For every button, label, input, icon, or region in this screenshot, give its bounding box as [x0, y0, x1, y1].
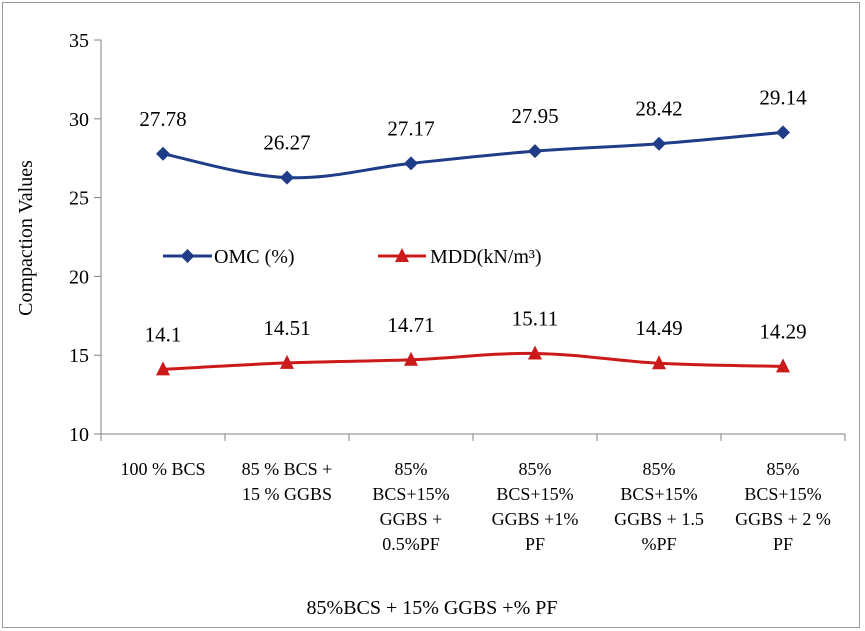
omc-data-point: [280, 170, 294, 185]
mdd-data-label: 14.1: [145, 322, 182, 346]
legend-marker-omc: [180, 249, 195, 263]
x-tick-label: 85% BCS+15% GGBS + 2 % PF: [735, 459, 831, 554]
x-tick-label: 85 % BCS +15 % GGBS: [242, 459, 333, 504]
omc-data-point: [404, 156, 418, 171]
mdd-data-label: 14.29: [759, 319, 806, 343]
mdd-data-point: [776, 358, 790, 373]
omc-data-label: 27.17: [387, 116, 434, 140]
mdd-data-point: [528, 345, 542, 360]
mdd-data-point: [404, 351, 418, 366]
omc-data-label: 27.78: [139, 107, 186, 131]
omc-data-point: [652, 136, 666, 151]
omc-data-point: [528, 144, 542, 159]
y-tick-label: 25: [69, 188, 89, 210]
y-tick-label: 35: [69, 30, 89, 52]
y-tick-label: 30: [69, 109, 89, 131]
y-axis-title: Compaction Values: [15, 160, 37, 316]
mdd-data-point: [156, 361, 170, 376]
legend-label-mdd: MDD(kN/m³): [430, 246, 542, 268]
mdd-data-point: [280, 354, 294, 369]
mdd-data-label: 14.51: [263, 316, 310, 340]
omc-data-point: [156, 146, 170, 161]
y-tick-label: 15: [69, 345, 89, 367]
legend-label-omc: OMC (%): [214, 246, 295, 268]
series-line-mdd: [162, 351, 784, 371]
mdd-data-label: 14.49: [635, 316, 682, 340]
mdd-data-point: [652, 355, 666, 370]
y-tick-label: 20: [69, 266, 89, 288]
x-tick-label: 85% BCS+15% GGBS +1% PF: [492, 459, 579, 554]
x-tick-label: 85% BCS+15% GGBS + 1.5 %PF: [614, 459, 704, 554]
legend-marker-mdd: [395, 248, 409, 262]
series-line-omc: [162, 130, 784, 180]
x-axis-title: 85%BCS + 15% GGBS +% PF: [307, 597, 558, 619]
omc-data-point: [776, 125, 790, 140]
x-tick-label: 85% BCS+15% GGBS +0.5%PF: [372, 459, 449, 554]
mdd-data-label: 15.11: [512, 306, 558, 330]
omc-data-label: 26.27: [263, 131, 310, 155]
omc-data-label: 27.95: [511, 104, 558, 128]
omc-data-label: 29.14: [759, 85, 807, 109]
omc-data-label: 28.42: [635, 97, 682, 121]
mdd-data-label: 14.71: [387, 313, 434, 337]
y-tick-label: 10: [69, 424, 89, 446]
x-tick-label: 100 % BCS: [120, 459, 205, 479]
